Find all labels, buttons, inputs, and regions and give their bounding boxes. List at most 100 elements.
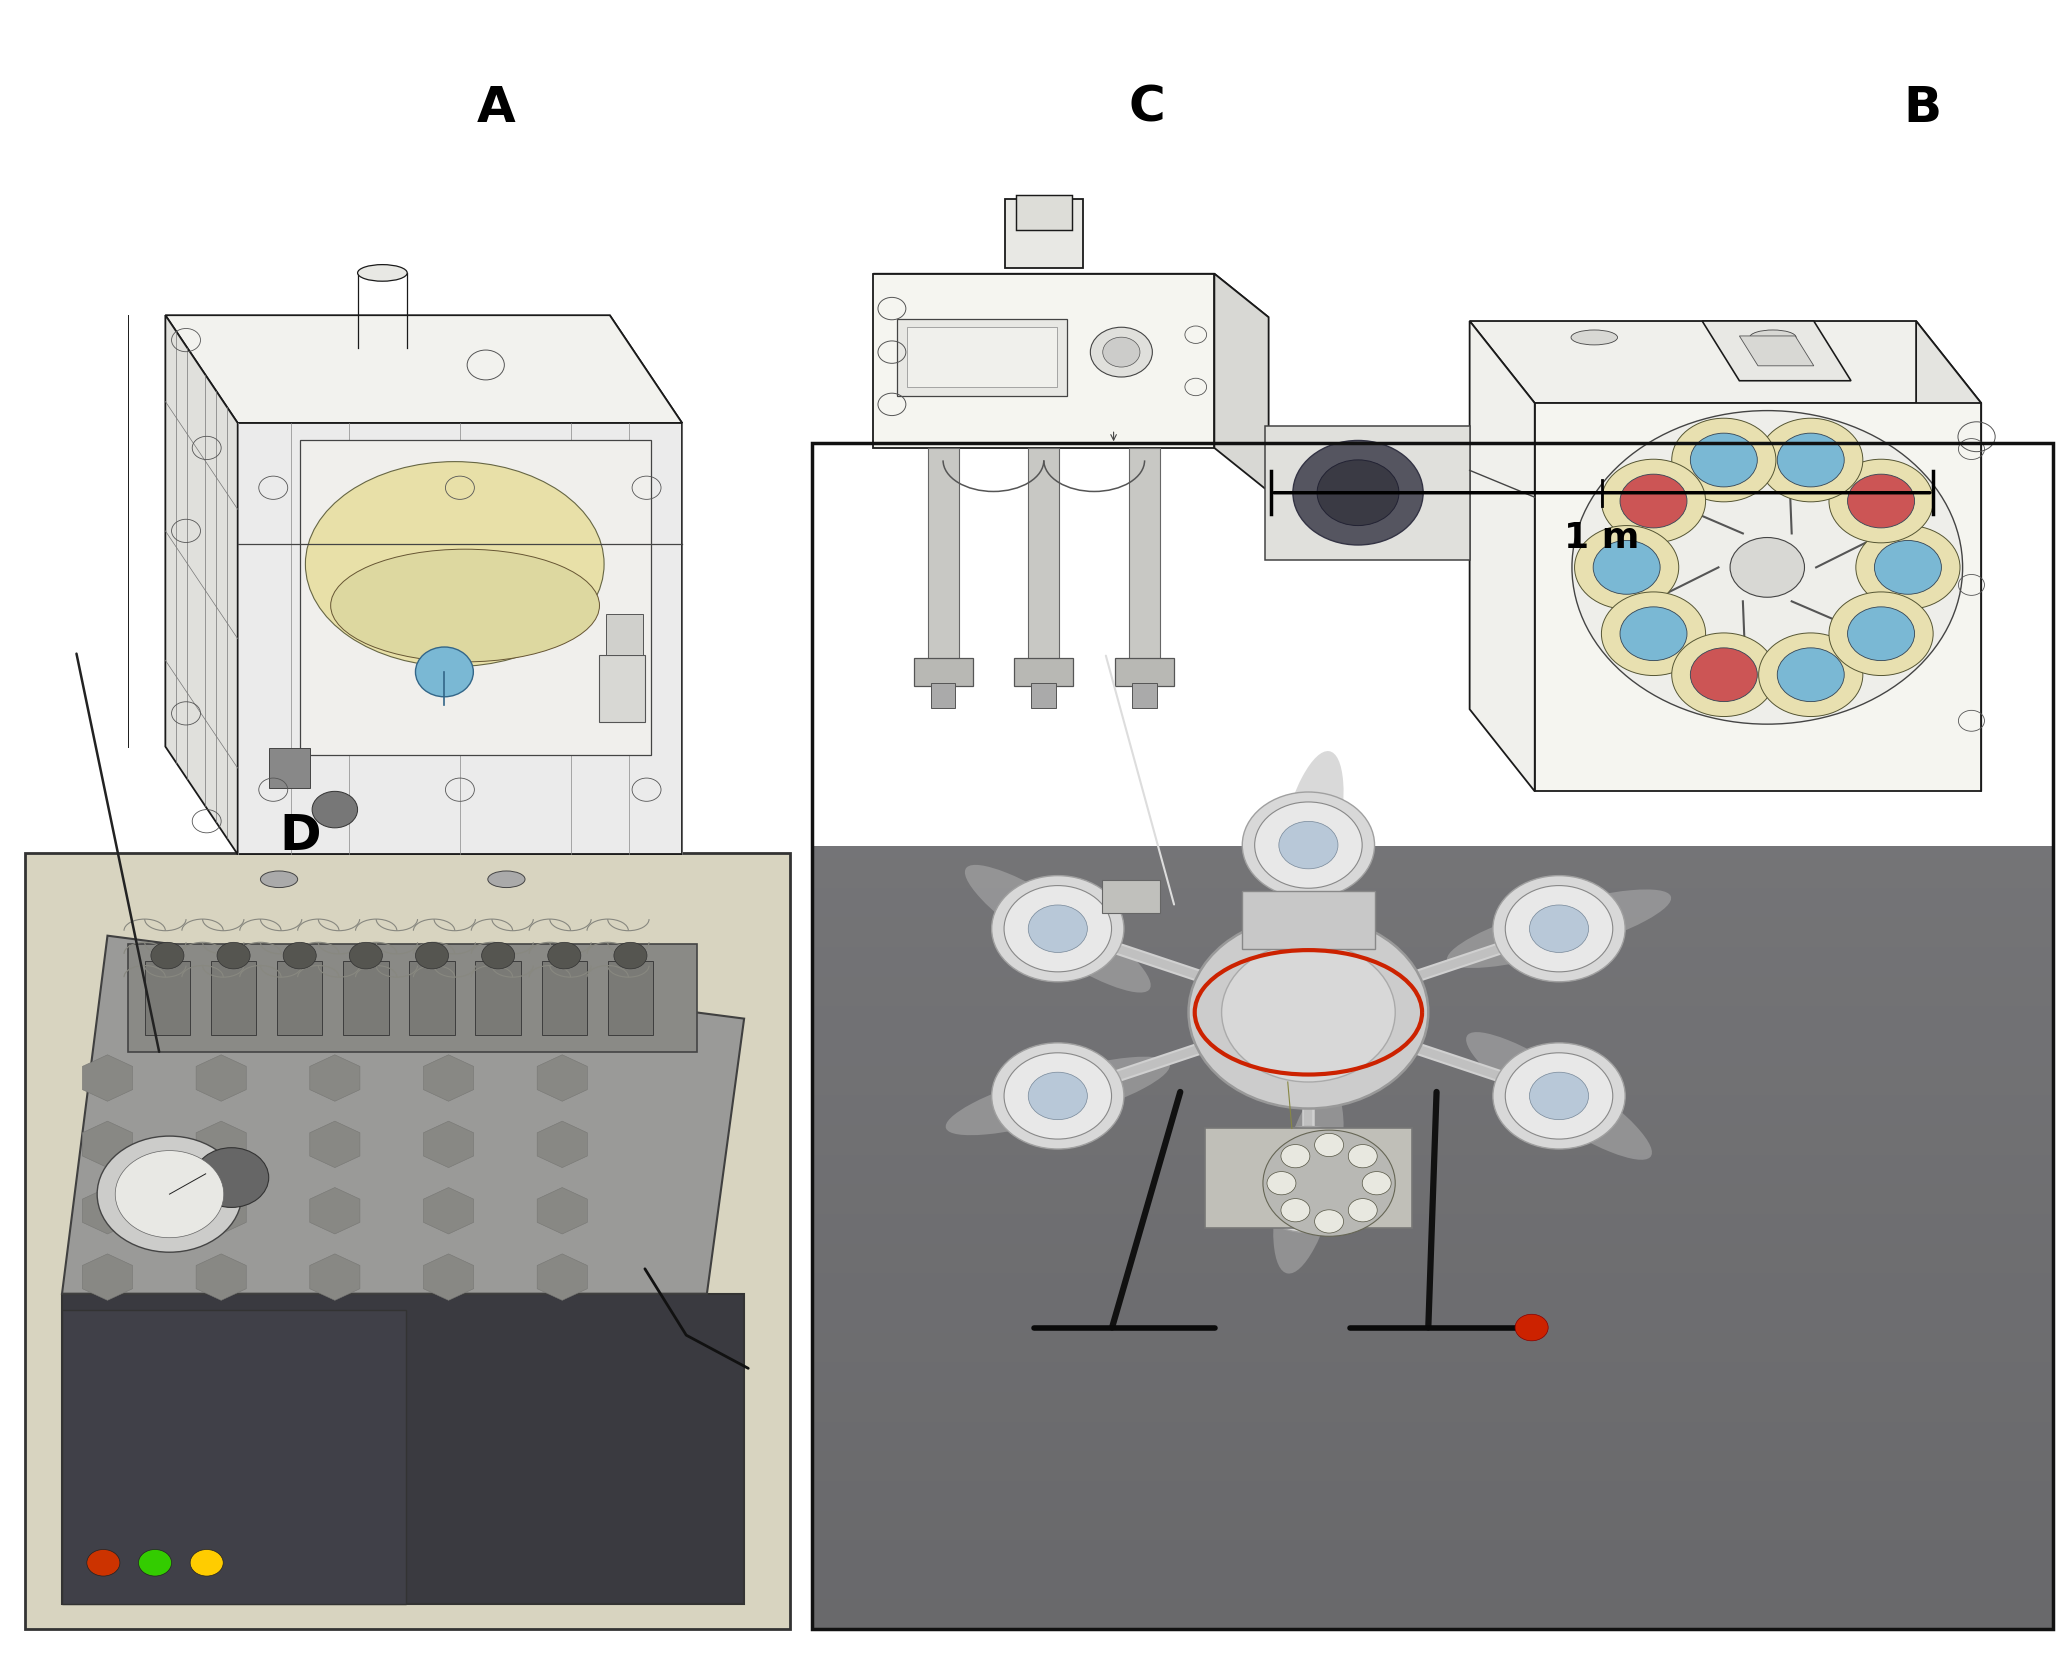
Bar — [25, 853, 790, 1629]
Bar — [812, 858, 2053, 888]
Bar — [812, 710, 2053, 740]
Circle shape — [1848, 474, 1914, 528]
Circle shape — [1848, 607, 1914, 660]
Bar — [928, 448, 959, 672]
Bar — [343, 961, 389, 1035]
Circle shape — [1759, 634, 1862, 717]
Circle shape — [1362, 1171, 1391, 1194]
Circle shape — [1691, 649, 1757, 702]
Bar — [812, 1007, 2053, 1035]
Bar — [812, 1392, 2053, 1422]
Bar — [211, 961, 256, 1035]
Bar — [475, 961, 521, 1035]
Circle shape — [1255, 1136, 1362, 1223]
Circle shape — [992, 1044, 1124, 1150]
Circle shape — [1621, 607, 1687, 660]
Bar — [812, 443, 2053, 473]
Bar — [599, 655, 645, 722]
Bar — [608, 961, 653, 1035]
Circle shape — [1505, 1053, 1612, 1140]
Bar — [250, 1583, 287, 1596]
Bar — [277, 961, 322, 1035]
Bar — [1129, 448, 1160, 672]
Circle shape — [548, 942, 581, 969]
Bar — [62, 1294, 744, 1604]
Circle shape — [1267, 1171, 1296, 1194]
Circle shape — [312, 791, 358, 828]
Circle shape — [1005, 886, 1112, 972]
Ellipse shape — [306, 461, 604, 667]
Circle shape — [194, 1148, 269, 1208]
Circle shape — [1282, 1198, 1310, 1221]
Bar — [812, 1452, 2053, 1481]
Circle shape — [1602, 460, 1705, 542]
Circle shape — [1279, 821, 1337, 869]
Circle shape — [1672, 418, 1776, 501]
Text: B: B — [1904, 85, 1941, 131]
Bar — [0, 0, 2067, 846]
Bar — [812, 977, 2053, 1007]
Circle shape — [1571, 411, 1962, 723]
Circle shape — [1829, 592, 1933, 675]
Bar — [812, 503, 2053, 533]
Bar — [1265, 426, 1470, 561]
Bar — [812, 1214, 2053, 1244]
Circle shape — [1315, 1209, 1344, 1233]
Circle shape — [1730, 538, 1804, 597]
Bar — [145, 961, 190, 1035]
Circle shape — [151, 942, 184, 969]
Ellipse shape — [331, 549, 599, 662]
Bar — [812, 1095, 2053, 1125]
Bar — [812, 1422, 2053, 1452]
Bar — [1005, 199, 1083, 267]
Circle shape — [1242, 791, 1375, 898]
Bar — [812, 828, 2053, 858]
Bar — [1102, 879, 1160, 912]
Circle shape — [1102, 337, 1141, 367]
Polygon shape — [165, 315, 238, 854]
Circle shape — [1602, 592, 1705, 675]
Ellipse shape — [415, 647, 473, 697]
Circle shape — [1255, 801, 1362, 888]
Bar — [812, 947, 2053, 977]
Bar — [812, 591, 2053, 620]
Bar — [62, 1311, 405, 1604]
Bar — [812, 1035, 2053, 1065]
Polygon shape — [1703, 322, 1852, 382]
Bar — [930, 684, 955, 708]
Circle shape — [1672, 634, 1776, 717]
Circle shape — [1242, 1126, 1375, 1233]
Bar — [134, 1583, 172, 1596]
Text: D: D — [279, 813, 320, 859]
Circle shape — [1492, 1044, 1625, 1150]
Bar — [897, 319, 1067, 397]
Bar — [914, 659, 974, 685]
Circle shape — [1759, 418, 1862, 501]
Bar — [812, 650, 2053, 680]
Circle shape — [1189, 916, 1428, 1108]
Circle shape — [1505, 886, 1612, 972]
Polygon shape — [1213, 274, 1269, 491]
Bar — [269, 748, 310, 788]
Circle shape — [614, 942, 647, 969]
Polygon shape — [610, 315, 682, 854]
Circle shape — [1263, 1130, 1395, 1236]
Bar — [812, 443, 2053, 1629]
Circle shape — [1279, 1156, 1337, 1203]
Bar — [812, 1244, 2053, 1274]
Ellipse shape — [965, 864, 1151, 992]
Circle shape — [138, 1550, 172, 1576]
Circle shape — [349, 942, 382, 969]
Bar — [409, 961, 455, 1035]
Circle shape — [1875, 541, 1941, 594]
Circle shape — [1530, 906, 1590, 952]
Bar — [812, 473, 2053, 503]
Bar — [76, 1583, 114, 1596]
Bar — [1205, 1128, 1412, 1228]
Bar — [812, 680, 2053, 710]
Bar — [812, 1540, 2053, 1569]
Polygon shape — [165, 315, 682, 423]
Bar — [812, 1185, 2053, 1214]
Bar — [812, 1155, 2053, 1185]
Polygon shape — [1738, 335, 1815, 367]
